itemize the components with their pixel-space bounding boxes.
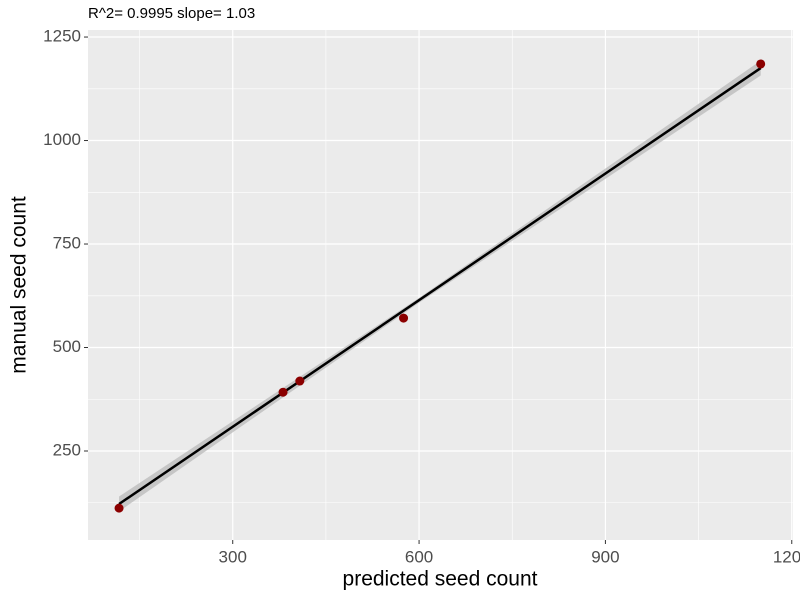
- point: [295, 376, 305, 386]
- y-tick-label: 750: [53, 234, 81, 253]
- point: [399, 313, 409, 323]
- y-tick-label: 1000: [43, 130, 81, 149]
- y-axis-title: manual seed count: [8, 196, 31, 374]
- point: [114, 503, 124, 513]
- fit-line: [118, 67, 762, 506]
- chart-title: R^2= 0.9995 slope= 1.03: [88, 5, 255, 22]
- point: [756, 59, 766, 69]
- x-tick-label: 900: [591, 547, 619, 566]
- x-axis-title: predicted seed count: [343, 568, 538, 591]
- x-tick-label: 300: [219, 547, 247, 566]
- point: [278, 387, 288, 397]
- y-tick-label: 500: [53, 337, 81, 356]
- x-tick-label: 1200: [773, 547, 800, 566]
- x-tick-label: 600: [405, 547, 433, 566]
- y-tick-label: 250: [53, 440, 81, 459]
- y-tick-label: 1250: [43, 27, 81, 46]
